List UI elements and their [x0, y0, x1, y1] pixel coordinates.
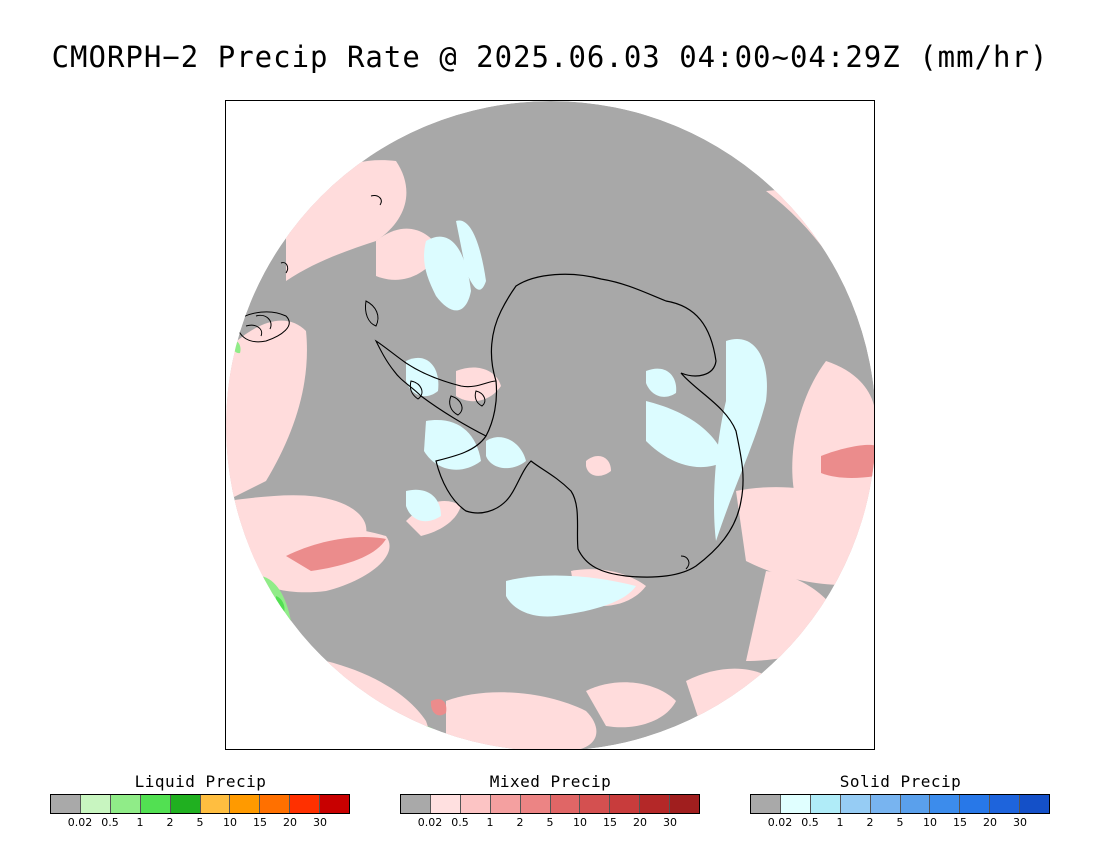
- precip-map: [226, 101, 874, 749]
- colorbar-ticks: 0.02 0.5 1 2 5 10 15 20 30: [400, 814, 700, 830]
- legend-liquid: Liquid Precip 0.02 0.5 1 2 5 10 15 20 30: [50, 772, 351, 830]
- tick-label: 5: [896, 816, 904, 829]
- colorbar-ticks: 0.02 0.5 1 2 5 10 15 20 30: [50, 814, 350, 830]
- color-swatch: [550, 795, 581, 813]
- color-swatch: [780, 795, 811, 813]
- tick-label: 15: [253, 816, 267, 829]
- legend-title: Liquid Precip: [134, 772, 267, 791]
- color-swatch: [960, 795, 991, 813]
- color-swatch: [401, 795, 431, 813]
- mixed-precip-heavy-areas: [286, 444, 874, 716]
- color-swatch: [490, 795, 521, 813]
- color-swatch: [1020, 795, 1050, 813]
- tick-label: 2: [166, 816, 174, 829]
- tick-label: 30: [1013, 816, 1027, 829]
- tick-label: 15: [953, 816, 967, 829]
- tick-label: 5: [546, 816, 554, 829]
- colorbar: [750, 794, 1050, 814]
- color-swatch: [520, 795, 551, 813]
- color-swatch: [670, 795, 700, 813]
- tick-label: 10: [923, 816, 937, 829]
- legend-mixed: Mixed Precip 0.02 0.5 1 2 5 10 15 20 30: [400, 772, 701, 830]
- color-swatch: [930, 795, 961, 813]
- tick-label: 0.5: [801, 816, 819, 829]
- tick-label: 30: [313, 816, 327, 829]
- tick-label: 0.5: [101, 816, 119, 829]
- tick-label: 0.02: [67, 816, 93, 829]
- tick-label: 20: [633, 816, 647, 829]
- color-swatch: [640, 795, 671, 813]
- color-swatch: [751, 795, 781, 813]
- tick-label: 2: [516, 816, 524, 829]
- map-panel: [225, 100, 875, 750]
- tick-label: 0.02: [767, 816, 793, 829]
- color-swatch: [990, 795, 1021, 813]
- color-swatch: [460, 795, 491, 813]
- color-swatch: [170, 795, 201, 813]
- legend-solid: Solid Precip 0.02 0.5 1 2 5 10 15 20 30: [750, 772, 1051, 830]
- tick-label: 0.02: [417, 816, 443, 829]
- color-swatch: [200, 795, 231, 813]
- tick-label: 0.5: [451, 816, 469, 829]
- tick-label: 1: [486, 816, 494, 829]
- tick-label: 15: [603, 816, 617, 829]
- color-swatch: [51, 795, 81, 813]
- tick-label: 5: [196, 816, 204, 829]
- color-swatch: [900, 795, 931, 813]
- coastline-islands: [235, 195, 690, 570]
- color-swatch: [290, 795, 321, 813]
- solid-precip-areas: [406, 220, 767, 617]
- tick-label: 30: [663, 816, 677, 829]
- color-swatch: [230, 795, 261, 813]
- tick-label: 10: [573, 816, 587, 829]
- color-swatch: [140, 795, 171, 813]
- colorbar: [400, 794, 700, 814]
- tick-label: 1: [136, 816, 144, 829]
- colorbar: [50, 794, 350, 814]
- color-swatch: [320, 795, 350, 813]
- color-swatch: [840, 795, 871, 813]
- colorbar-ticks: 0.02 0.5 1 2 5 10 15 20 30: [750, 814, 1050, 830]
- tick-label: 20: [283, 816, 297, 829]
- map-title: CMORPH−2 Precip Rate @ 2025.06.03 04:00~…: [51, 40, 1049, 74]
- color-swatch: [810, 795, 841, 813]
- legend-title: Solid Precip: [839, 772, 962, 791]
- color-swatch: [430, 795, 461, 813]
- tick-label: 1: [836, 816, 844, 829]
- color-swatch: [610, 795, 641, 813]
- tick-label: 10: [223, 816, 237, 829]
- color-swatch: [110, 795, 141, 813]
- color-swatch: [260, 795, 291, 813]
- legend-title: Mixed Precip: [489, 772, 612, 791]
- tick-label: 20: [983, 816, 997, 829]
- color-swatch: [80, 795, 111, 813]
- color-swatch: [580, 795, 611, 813]
- color-swatch: [870, 795, 901, 813]
- tick-label: 2: [866, 816, 874, 829]
